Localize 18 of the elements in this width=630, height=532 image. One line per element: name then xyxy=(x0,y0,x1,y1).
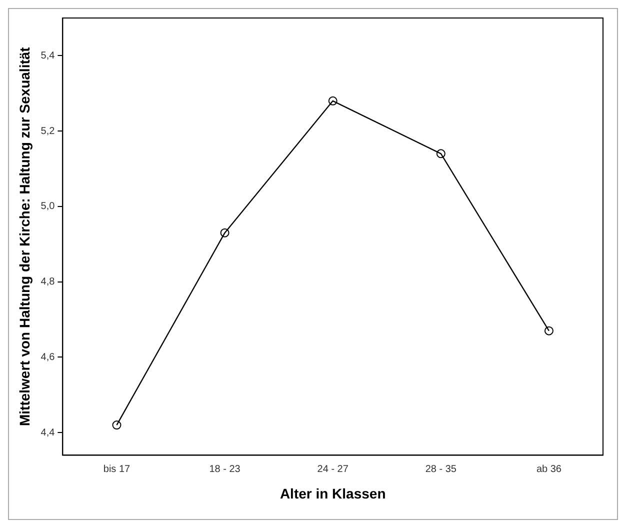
x-tick-label: bis 17 xyxy=(103,464,131,475)
y-tick-label: 4,8 xyxy=(40,276,56,288)
y-tick-label: 5,0 xyxy=(40,201,56,212)
y-tick-label: 5,2 xyxy=(40,126,56,137)
x-axis-title: Alter in Klassen xyxy=(280,485,386,502)
x-tick-label: ab 36 xyxy=(536,464,562,475)
point xyxy=(544,326,554,336)
x-tick-label: 24 - 27 xyxy=(317,464,349,475)
x-tick-label: 28 - 35 xyxy=(425,464,457,475)
point xyxy=(112,420,122,430)
y-tick-label: 4,4 xyxy=(40,427,56,438)
point xyxy=(220,228,230,238)
point xyxy=(436,149,446,158)
y-axis-title: Mittelwert von Haltung der Kirche: Haltung zur Sexualität xyxy=(16,46,32,426)
x-tick-label: 18 - 23 xyxy=(209,464,241,475)
point xyxy=(328,96,338,106)
y-tick-label: 4,6 xyxy=(40,352,56,363)
y-tick-label: 5,4 xyxy=(40,50,56,62)
